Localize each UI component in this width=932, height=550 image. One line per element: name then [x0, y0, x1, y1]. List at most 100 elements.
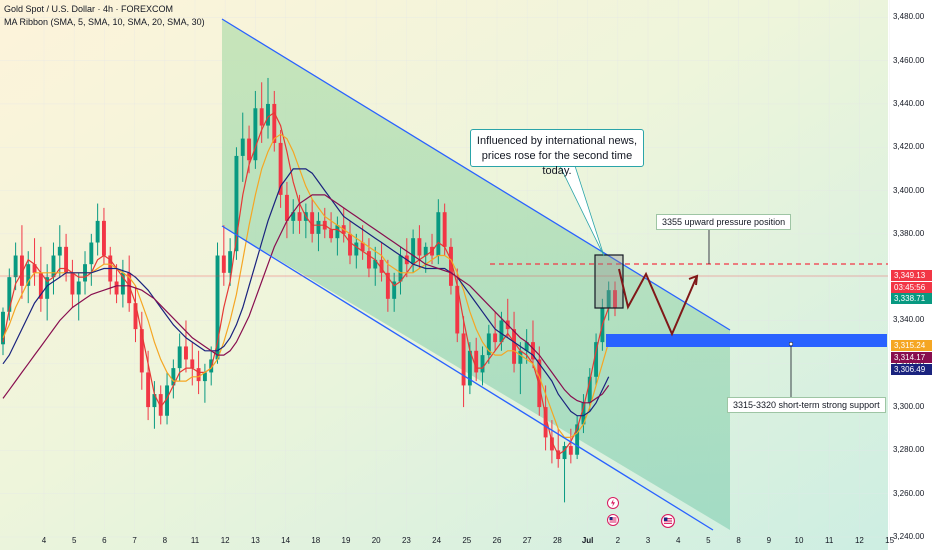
x-tick-label: 24: [432, 536, 442, 545]
candle-body: [366, 251, 371, 269]
x-tick-label: 5: [706, 536, 711, 545]
candle-body: [423, 246, 428, 256]
candle-body: [613, 290, 617, 308]
candle-body: [310, 212, 315, 234]
x-tick-label: 26: [492, 536, 502, 545]
candle-body: [512, 329, 517, 364]
x-tick-label: 28: [552, 536, 562, 545]
candle-body: [13, 255, 18, 278]
candle-body: [486, 333, 491, 356]
candle-body: [139, 329, 144, 373]
candle-body: [606, 290, 611, 308]
news-bubble: Influenced by international news, prices…: [470, 129, 644, 177]
candle-body: [202, 372, 207, 382]
price-badge: 3,338.71: [891, 293, 932, 304]
x-tick-label: 2: [615, 536, 621, 545]
x-tick-label: 13: [250, 536, 260, 545]
candle-body: [101, 220, 106, 256]
x-tick-label: 23: [401, 536, 411, 545]
us-flag-event-icon-2[interactable]: [661, 514, 675, 528]
support-label: 3315-3320 short-term strong support: [727, 397, 886, 413]
x-tick-label: 12: [220, 536, 230, 545]
lightning-event-icon[interactable]: [607, 497, 619, 509]
x-tick-label: 3: [645, 536, 651, 545]
x-tick-label: 4: [41, 536, 47, 545]
candle-body: [568, 446, 573, 455]
price-badge: 3,349.13: [891, 270, 932, 281]
candle-body: [177, 346, 182, 369]
y-tick-label: 3,260.00: [893, 488, 925, 498]
x-tick-label: 27: [522, 536, 532, 545]
ma-line-4: [2, 194, 610, 404]
candle-body: [95, 220, 100, 243]
x-tick-label: 14: [281, 536, 291, 545]
candle-body: [411, 238, 416, 265]
support-zone: [606, 334, 887, 347]
candle-body: [291, 212, 296, 221]
candle-body: [158, 394, 163, 416]
y-tick-label: 3,420.00: [893, 142, 925, 152]
x-tick-label: 4: [675, 536, 681, 545]
candle-body: [335, 225, 340, 239]
x-tick-label: 25: [462, 536, 472, 545]
y-tick-label: 3,400.00: [893, 185, 925, 195]
x-tick-label: 9: [766, 536, 772, 545]
candle-body: [329, 229, 334, 239]
y-tick-label: 3,480.00: [893, 12, 925, 22]
x-tick-label: 11: [825, 536, 834, 545]
candle-body: [51, 255, 56, 278]
candle-body: [133, 303, 138, 330]
candle-body: [531, 342, 535, 360]
candle-body: [120, 272, 125, 295]
y-tick-label: 3,280.00: [893, 445, 925, 455]
y-tick-label: 3,440.00: [893, 98, 925, 108]
candle-body: [146, 372, 151, 408]
x-tick-label: 19: [341, 536, 351, 545]
candle-body: [240, 138, 245, 156]
candle-body: [190, 359, 195, 369]
y-tick-label: 3,300.00: [893, 402, 925, 412]
news-bubble-line-2: prices rose for the second time today.: [481, 150, 633, 177]
price-badge: 3,306.49: [891, 364, 932, 375]
candle-body: [518, 350, 523, 364]
candle-body: [196, 368, 201, 382]
ma-line-3: [2, 168, 610, 417]
candle-body: [184, 346, 188, 360]
candle-body: [57, 246, 62, 256]
candle-body: [278, 142, 283, 195]
candle-body: [247, 138, 252, 161]
indicator-legend: MA Ribbon (SMA, 5, SMA, 10, SMA, 20, SMA…: [4, 17, 205, 27]
symbol-title: Gold Spot / U.S. Dollar · 4h · FOREXCOM: [4, 4, 174, 14]
candle-body: [297, 212, 302, 221]
channel-fill: [222, 19, 730, 530]
candle-body: [581, 402, 586, 425]
y-tick-label: 3,460.00: [893, 55, 925, 65]
x-tick-label: 8: [162, 536, 168, 545]
candle-body: [76, 281, 81, 295]
support-anchor-dot: [788, 341, 794, 347]
x-tick-label: 8: [736, 536, 741, 545]
candle-body: [455, 285, 460, 334]
candle-body: [316, 220, 321, 234]
candle-body: [1, 311, 5, 345]
candle-body: [587, 376, 592, 403]
x-tick-label: 5: [71, 536, 77, 545]
candle-body: [575, 424, 580, 455]
y-tick-label: 3,380.00: [893, 228, 925, 238]
candle-body: [171, 368, 176, 386]
us-flag-event-icon[interactable]: [607, 514, 619, 526]
x-tick-label: 10: [794, 536, 804, 545]
y-tick-label: 3,320.00: [893, 359, 924, 368]
x-tick-label: 15: [885, 536, 895, 545]
ma-line-1: [2, 111, 610, 456]
projection-arrowhead: [688, 274, 699, 286]
candle-body: [253, 108, 258, 161]
candle-body: [398, 255, 403, 282]
candle-body: [499, 320, 504, 343]
candle-body: [234, 155, 239, 252]
candle-body: [26, 264, 31, 286]
candle-body: [524, 342, 529, 351]
candle-body: [19, 255, 24, 286]
